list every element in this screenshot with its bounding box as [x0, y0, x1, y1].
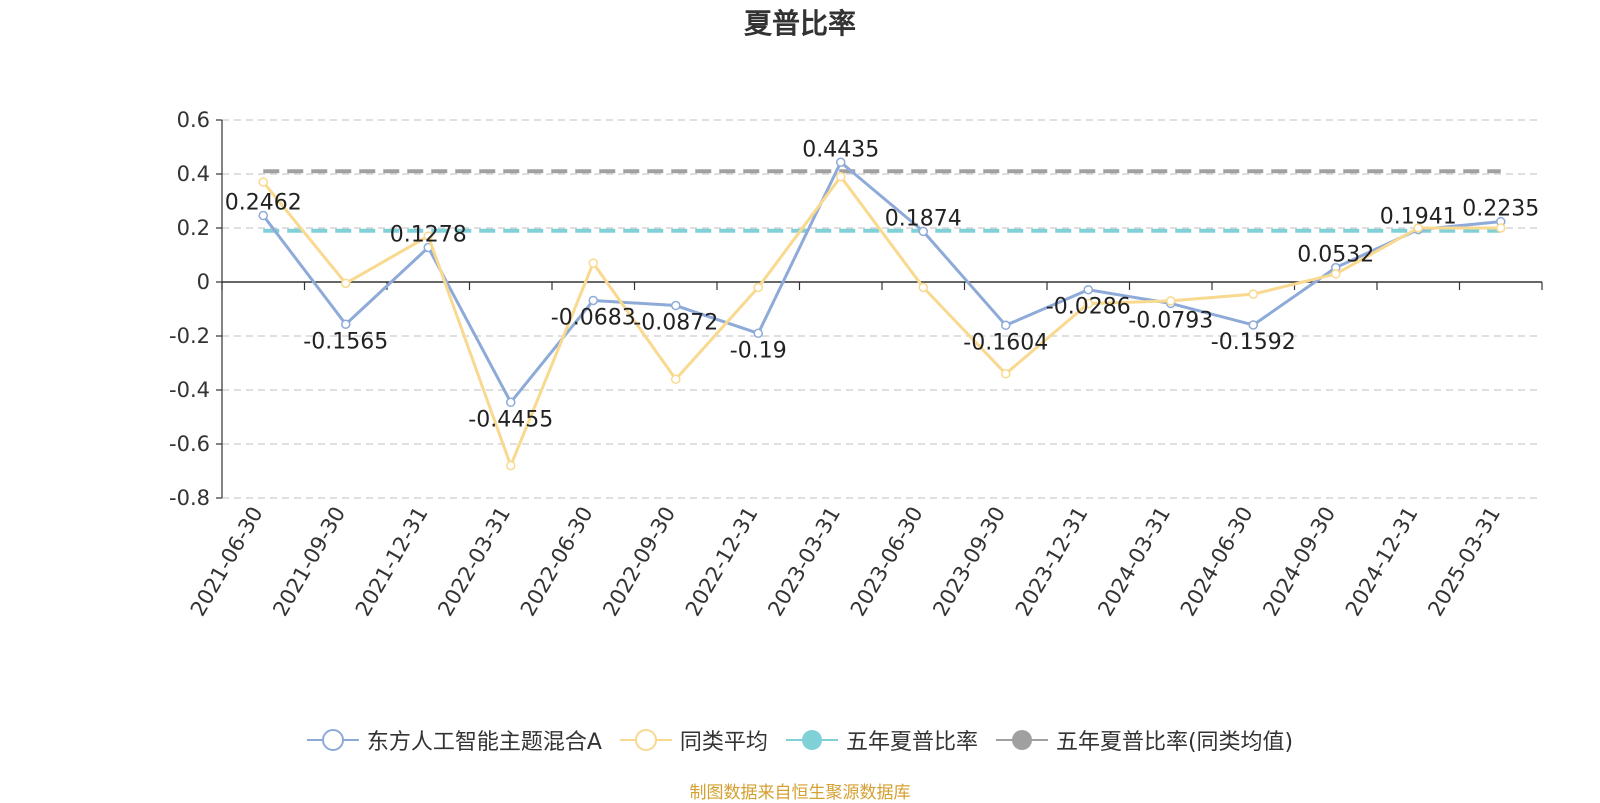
- data-label: 0.1941: [1380, 205, 1457, 230]
- grid-lines: [222, 119, 1542, 499]
- data-label: 0.2462: [225, 191, 302, 216]
- data-label: 0.0532: [1297, 243, 1374, 268]
- series-line: [262, 175, 1501, 468]
- y-tick-label: -0.2: [169, 324, 210, 348]
- legend-item-fund[interactable]: 东方人工智能主题混合A: [306, 724, 602, 756]
- legend-label-five-year-sharpe: 五年夏普比率: [845, 730, 978, 755]
- legend-label-fund: 东方人工智能主题混合A: [366, 730, 602, 755]
- data-labels: 0.2462 -0.1565 0.1278 -0.4455 -0.0683-0.0872…: [225, 137, 1539, 432]
- data-point: [671, 374, 681, 384]
- data-label: 0.2235: [1462, 197, 1539, 222]
- data-point: [1083, 284, 1093, 295]
- data-point: [1331, 269, 1341, 279]
- legend-item-peer-average[interactable]: 同类平均: [619, 724, 768, 756]
- data-label: 0.1278: [390, 222, 467, 247]
- data-point: [1001, 369, 1011, 379]
- data-point: [506, 397, 516, 408]
- x-tick-label: 2024-12-31: [1341, 503, 1423, 621]
- legend: 东方人工智能主题混合A 同类平均 五年夏普比率 五年夏普比率(同类均值): [0, 720, 1600, 760]
- data-point: [753, 282, 763, 293]
- data-point: [1413, 223, 1423, 233]
- y-tick-label: 0.6: [177, 108, 210, 132]
- data-point: [918, 282, 928, 293]
- x-tick-label: 2021-06-30: [186, 503, 268, 621]
- y-tick-label: -0.8: [169, 486, 210, 510]
- data-point: [918, 226, 928, 237]
- legend-item-five-year-sharpe[interactable]: 五年夏普比率: [785, 724, 978, 756]
- y-tick-label: -0.6: [169, 432, 210, 456]
- data-label: -0.1604: [963, 330, 1048, 355]
- y-tick-label: 0.4: [177, 162, 210, 186]
- series-lines: [258, 157, 1506, 471]
- data-point: [1248, 289, 1258, 299]
- y-tick-label: -0.4: [169, 378, 210, 402]
- data-label: -0.1592: [1211, 330, 1296, 355]
- data-point: [836, 171, 846, 182]
- x-tick-label: 2023-06-30: [846, 503, 928, 621]
- data-point: [588, 258, 598, 268]
- data-source-note: 制图数据来自恒生聚源数据库: [689, 783, 911, 803]
- x-tick-label: 2022-12-31: [681, 503, 763, 621]
- data-point: [1083, 298, 1093, 309]
- chart-title: 夏普比率: [743, 7, 856, 40]
- legend-item-five-year-sharpe-peer[interactable]: 五年夏普比率(同类均值): [995, 724, 1294, 756]
- data-point: [341, 319, 351, 330]
- x-tick-label: 2022-03-31: [433, 503, 515, 621]
- x-tick-label: 2023-03-31: [763, 503, 845, 621]
- x-tick-label: 2024-06-30: [1176, 503, 1258, 621]
- data-point: [341, 278, 351, 289]
- data-label: 0.1874: [885, 206, 962, 231]
- data-label: -0.0286: [1046, 295, 1131, 320]
- x-tick-label: 2024-09-30: [1258, 503, 1340, 621]
- data-label: 0.4435: [802, 137, 879, 162]
- x-tick-label: 2024-03-31: [1093, 503, 1175, 621]
- data-point: [753, 328, 763, 339]
- data-label: -0.4455: [468, 407, 553, 432]
- data-point: [588, 295, 598, 306]
- x-tick-label: 2021-09-30: [268, 503, 350, 621]
- legend-label-five-year-sharpe-peer: 五年夏普比率(同类均值): [1055, 730, 1294, 755]
- data-label: -0.1565: [303, 329, 388, 354]
- legend-line-circle-icon: [619, 729, 672, 751]
- reference-lines: [263, 169, 1501, 233]
- legend-line-dot-icon: [785, 730, 838, 750]
- data-point: [506, 460, 516, 471]
- x-tick-label: 2023-09-30: [928, 503, 1010, 621]
- x-tick-label: 2022-06-30: [516, 503, 598, 621]
- y-tick-label: 0: [197, 270, 210, 294]
- data-point: [258, 210, 268, 221]
- legend-line-dot-icon: [995, 730, 1048, 750]
- data-label: -0.0872: [633, 311, 718, 336]
- data-point: [1496, 223, 1506, 233]
- legend-label-peer-average: 同类平均: [679, 730, 768, 755]
- data-point: [258, 177, 268, 187]
- data-point: [423, 231, 433, 241]
- data-point: [1166, 296, 1176, 306]
- x-tick-label: 2022-09-30: [598, 503, 680, 621]
- data-point: [836, 157, 846, 168]
- data-label: -0.0793: [1128, 308, 1213, 333]
- data-point: [671, 300, 681, 311]
- legend-line-circle-icon: [306, 729, 359, 751]
- data-label: -0.0683: [551, 305, 636, 330]
- x-tick-label: 2021-12-31: [351, 503, 433, 621]
- data-label: -0.19: [730, 338, 787, 363]
- y-tick-label: 0.2: [177, 216, 210, 240]
- x-tick-label: 2023-12-31: [1011, 503, 1093, 621]
- data-point: [1248, 320, 1258, 330]
- data-point: [1001, 320, 1011, 331]
- series-line: [262, 160, 1501, 404]
- x-tick-label: 2025-03-31: [1423, 503, 1505, 621]
